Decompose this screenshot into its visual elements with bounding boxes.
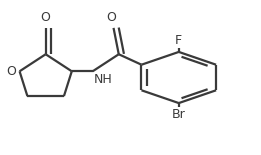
Text: F: F [175,34,182,47]
Text: O: O [7,65,16,78]
Text: O: O [41,11,51,24]
Text: Br: Br [172,108,186,121]
Text: O: O [106,11,116,24]
Text: NH: NH [94,73,113,86]
